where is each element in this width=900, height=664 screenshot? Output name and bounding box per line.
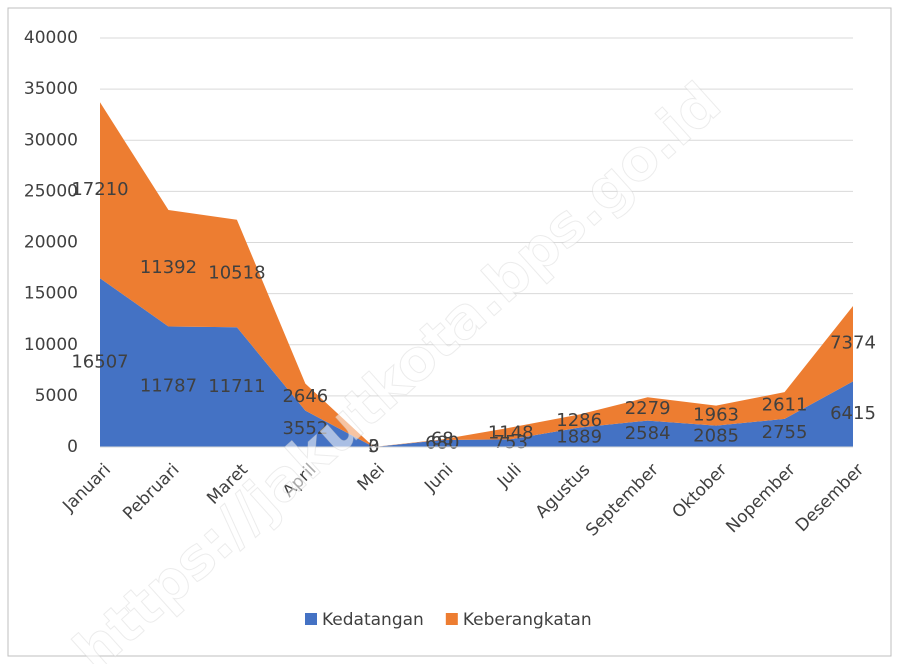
- legend-swatch: [445, 613, 458, 625]
- data-label: 1286: [556, 410, 602, 431]
- data-label: 1148: [488, 422, 534, 443]
- legend-label: Keberangkatan: [463, 610, 592, 630]
- data-label: 753: [494, 432, 528, 453]
- y-tick-label: 40000: [24, 28, 78, 48]
- area: [100, 102, 853, 447]
- data-label: 17210: [71, 179, 128, 200]
- data-label: 2611: [762, 394, 808, 415]
- y-tick-label: 15000: [24, 284, 78, 304]
- data-label: 0: [368, 436, 379, 457]
- data-label: 2646: [282, 386, 328, 407]
- data-label: 2584: [625, 423, 671, 444]
- data-label: 16507: [71, 352, 128, 373]
- legend-swatch: [305, 613, 317, 625]
- data-label: 680: [425, 433, 459, 454]
- data-label: 11711: [208, 376, 265, 397]
- data-label: 1963: [693, 405, 739, 426]
- y-tick-label: 30000: [24, 130, 78, 150]
- data-label: 3552: [282, 418, 328, 439]
- data-label: 2085: [693, 425, 739, 446]
- data-label: 2279: [625, 398, 671, 419]
- data-label: 3: [368, 436, 379, 457]
- legend-label: Kedatangan: [322, 610, 424, 630]
- area: [100, 278, 853, 447]
- data-label: 11787: [140, 376, 197, 397]
- data-label: 11392: [140, 257, 197, 278]
- y-tick-label: 20000: [24, 233, 78, 253]
- y-tick-label: 5000: [35, 386, 78, 406]
- data-label: 68: [431, 429, 454, 450]
- y-tick-label: 0: [67, 437, 78, 457]
- data-label: 7374: [830, 333, 876, 354]
- data-label: 2755: [762, 422, 808, 443]
- y-tick-label: 35000: [24, 79, 78, 99]
- y-tick-label: 25000: [24, 181, 78, 201]
- data-label: 6415: [830, 403, 876, 424]
- data-label: 10518: [208, 262, 265, 283]
- y-tick-label: 10000: [24, 335, 78, 355]
- data-label: 1889: [556, 426, 602, 447]
